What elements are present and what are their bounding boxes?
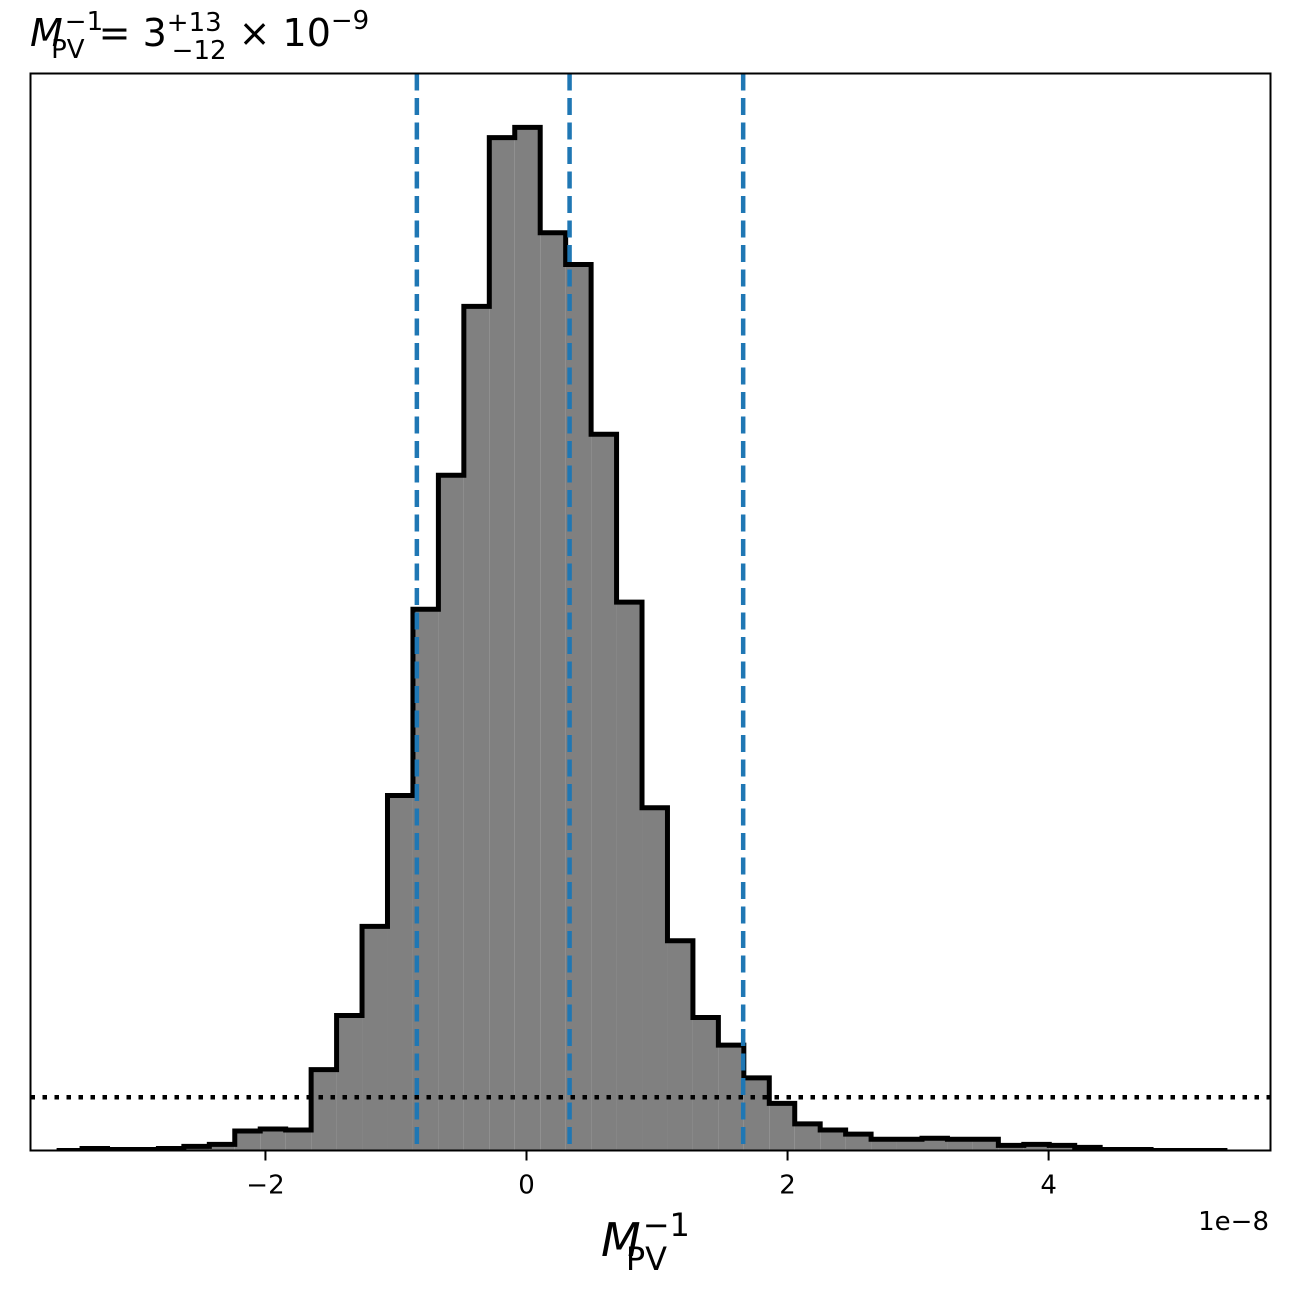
histogram-bar [998, 1145, 1024, 1151]
title-variable-subscript: PV [51, 35, 85, 65]
x-tick-label: −2 [246, 1171, 284, 1201]
title-times-ten: × 10 [227, 11, 331, 55]
axes-frame [29, 72, 1272, 1152]
title-error-minus: −12 [172, 36, 227, 66]
plot-area: −2 0 2 4 [29, 72, 1272, 1201]
histogram-bar [209, 1144, 235, 1151]
histogram-bar [387, 795, 413, 1151]
x-tick-label: 4 [1040, 1171, 1057, 1201]
histogram-bar [642, 807, 668, 1151]
histogram-outline [56, 124, 1228, 1151]
histogram-bar [540, 232, 566, 1151]
chart-title: M−1 PV = 3+13 −12 × 10−9 [30, 6, 369, 66]
histogram-bar [769, 1103, 795, 1151]
title-variable: M [30, 11, 63, 55]
histogram-bar [514, 127, 541, 1151]
histogram-bar [311, 1069, 337, 1151]
histogram-bar [489, 137, 515, 1151]
histogram-bar [565, 264, 592, 1151]
histogram-bar [463, 306, 490, 1151]
quantile-lines [414, 73, 746, 1151]
histogram-bar [234, 1131, 261, 1151]
x-axis-label: M−1 PV [601, 1206, 690, 1278]
histogram-bar [743, 1077, 770, 1151]
histogram-bar [362, 926, 388, 1151]
histogram-bar [667, 940, 693, 1151]
histogram-bar [285, 1130, 312, 1151]
x-label-superscript: −1 [643, 1206, 690, 1244]
histogram-bar [845, 1134, 872, 1151]
histogram-bar [336, 1015, 363, 1151]
title-variable-superscript: −1 [65, 7, 103, 37]
histogram-bar [1023, 1144, 1050, 1151]
histogram-bar [438, 475, 464, 1151]
title-error-plus: +13 [167, 8, 222, 38]
title-exponent: −9 [331, 6, 369, 36]
x-axis-ticks: −2 0 2 4 [246, 1150, 1057, 1201]
histogram-bar [591, 434, 617, 1151]
histogram-bar [972, 1139, 999, 1151]
histogram-bars [82, 127, 1152, 1151]
title-equals-value: = 3 [87, 11, 167, 55]
histogram-bar [947, 1139, 973, 1151]
histogram-bar [871, 1139, 897, 1151]
histogram-bar [1049, 1145, 1075, 1151]
histogram-bar [820, 1130, 846, 1151]
x-label-subscript: PV [626, 1240, 667, 1278]
x-axis-offset-text: 1e−8 [1198, 1207, 1269, 1237]
x-tick-label: 0 [518, 1171, 535, 1201]
histogram-bar [692, 1017, 719, 1151]
histogram-bar [616, 602, 643, 1151]
histogram-bar [260, 1129, 286, 1151]
x-label-variable: M [601, 1213, 641, 1267]
histogram-bar [921, 1138, 948, 1151]
histogram-bar [896, 1139, 922, 1151]
x-tick-label: 2 [779, 1171, 796, 1201]
histogram-bar [794, 1123, 821, 1151]
